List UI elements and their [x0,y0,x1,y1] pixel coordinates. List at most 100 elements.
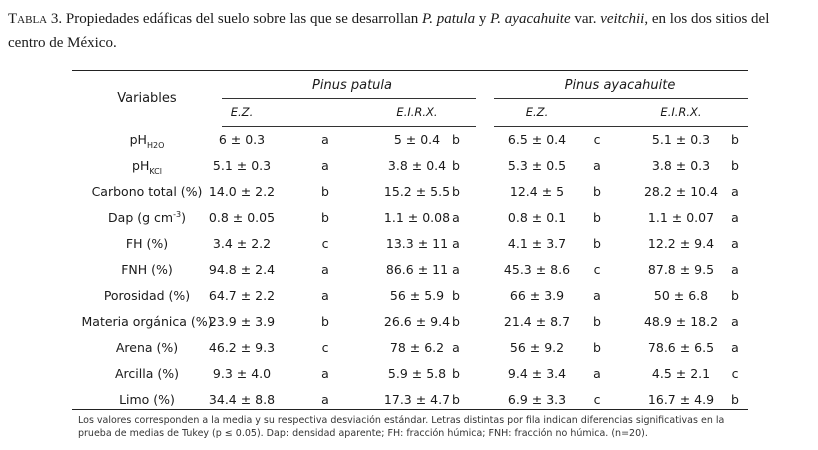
ayacahuite-ez-letter: b [593,340,601,355]
patula-ez-value: 9.3 ± 4.0 [212,366,272,381]
ayacahuite-eirx-value: 50 ± 6.8 [653,288,709,303]
ayacahuite-ez-value: 5.3 ± 0.5 [507,158,567,173]
patula-eirx-letter: b [452,392,460,407]
ayacahuite-eirx-letter: a [731,314,739,329]
ayacahuite-eirx-value: 4.5 ± 2.1 [651,366,711,381]
table-row: Dap (g cm-3) 0.8 ± 0.05 b 1.1 ± 0.08 a 0.8 ± … [72,205,748,231]
ayacahuite-eirx-value: 28.2 ± 10.4 [643,184,719,199]
variable-label: Limo (%) [119,392,175,407]
patula-ez-value: 3.4 ± 2.2 [212,236,272,251]
patula-ez-value: 94.8 ± 2.4 [208,262,276,277]
variable-label: Arcilla (%) [115,366,179,381]
ayacahuite-ez-value: 21.4 ± 8.7 [503,314,571,329]
variable-label: Porosidad (%) [103,288,191,303]
variable-subscript: KCl [149,167,162,176]
patula-ez-letter: c [321,340,329,355]
patula-ez-value: 5.1 ± 0.3 [212,158,272,173]
ayacahuite-ez-value: 6.5 ± 0.4 [507,132,567,147]
ayacahuite-eirx-value: 78.6 ± 6.5 [647,340,715,355]
table-row: pHH2O 6 ± 0.3 a 5 ± 0.4 b 6.5 ± 0.4 c 5.1 ± 0.3… [72,127,748,153]
patula-eirx-letter: a [452,340,460,355]
group-header-patula: Pinus patula [312,78,392,93]
variable-subscript: H2O [146,141,165,150]
variable-label: Carbono total (%) [91,184,203,199]
patula-eirx-value: 78 ± 6.2 [389,340,445,355]
patula-eirx-letter: b [452,366,460,381]
patula-ez-letter: a [321,392,329,407]
caption-text: , en los dos sitios del centro de México… [8,11,770,51]
group-rule-patula [222,98,476,99]
ayacahuite-ez-value: 6.9 ± 3.3 [507,392,567,407]
variable-name: pHH2O [72,127,222,155]
variable-name: FH (%) [72,231,222,257]
subheader-ayacahuite-ez: E.Z. [525,105,549,119]
subheader-patula-ez: E.Z. [230,105,254,119]
variable-label: Dap (g cm [108,210,174,225]
patula-eirx-value: 17.3 ± 4.7 [383,392,451,407]
ayacahuite-ez-letter: c [593,132,601,147]
variable-name: FNH (%) [72,257,222,283]
patula-ez-value: 34.4 ± 8.8 [208,392,276,407]
variable-name: Arcilla (%) [72,361,222,387]
subheader-rule-ayacahuite [494,126,748,127]
table-footnote: Los valores corresponden a la media y su… [78,415,725,439]
patula-ez-letter: a [321,366,329,381]
variable-name: Dap (g cm-3) [72,205,222,233]
table-row: Arena (%) 46.2 ± 9.3 c 78 ± 6.2 a 56 ± 9.2 b 78… [72,335,748,361]
ayacahuite-ez-letter: b [593,210,601,225]
patula-eirx-letter: a [452,262,460,277]
patula-eirx-letter: a [452,236,460,251]
patula-ez-value: 6 ± 0.3 [218,132,266,147]
variable-name: Carbono total (%) [72,179,222,205]
table-row: Carbono total (%) 14.0 ± 2.2 b 15.2 ± 5.5 b 1… [72,179,748,205]
ayacahuite-ez-letter: c [593,392,601,407]
variable-label: Materia orgánica (%) [81,314,213,329]
table-row: FNH (%) 94.8 ± 2.4 a 86.6 ± 11 a 45.3 ± 8.6 c 8… [72,257,748,283]
ayacahuite-ez-value: 56 ± 9.2 [509,340,565,355]
variables-header: Variables [117,91,177,106]
table-row: pHKCl 5.1 ± 0.3 a 3.8 ± 0.4 b 5.3 ± 0.5 a 3.8 ±… [72,153,748,179]
table-bottom-rule [72,409,748,410]
variable-name: Porosidad (%) [72,283,222,309]
patula-ez-value: 14.0 ± 2.2 [208,184,276,199]
patula-ez-letter: a [321,262,329,277]
table-row: FH (%) 3.4 ± 2.2 c 13.3 ± 11 a 4.1 ± 3.7 b 12.2… [72,231,748,257]
ayacahuite-ez-value: 45.3 ± 8.6 [503,262,571,277]
caption-species-patula: P. patula [422,11,476,27]
ayacahuite-eirx-letter: b [731,392,739,407]
variable-name: Materia orgánica (%) [72,309,222,335]
variable-label-suffix: ) [181,210,186,225]
patula-ez-value: 64.7 ± 2.2 [208,288,276,303]
ayacahuite-eirx-value: 87.8 ± 9.5 [647,262,715,277]
ayacahuite-ez-value: 0.8 ± 0.1 [507,210,567,225]
ayacahuite-eirx-letter: c [731,366,739,381]
ayacahuite-ez-value: 4.1 ± 3.7 [507,236,567,251]
patula-ez-letter: b [321,210,329,225]
variable-label: pH [129,132,147,147]
ayacahuite-ez-letter: b [593,184,601,199]
variable-superscript: -3 [173,210,182,219]
caption-text: var. [570,11,601,27]
caption-text: y [475,11,491,27]
patula-ez-letter: a [321,288,329,303]
ayacahuite-eirx-letter: a [731,340,739,355]
ayacahuite-eirx-letter: a [731,184,739,199]
table-body: pHH2O 6 ± 0.3 a 5 ± 0.4 b 6.5 ± 0.4 c 5.1 ± 0.3… [72,127,748,413]
ayacahuite-eirx-value: 12.2 ± 9.4 [647,236,715,251]
patula-eirx-value: 15.2 ± 5.5 [383,184,451,199]
ayacahuite-eirx-letter: a [731,262,739,277]
ayacahuite-eirx-letter: b [731,158,739,173]
patula-eirx-value: 56 ± 5.9 [389,288,445,303]
ayacahuite-ez-value: 9.4 ± 3.4 [507,366,567,381]
patula-eirx-letter: b [452,184,460,199]
table-row: Limo (%) 34.4 ± 8.8 a 17.3 ± 4.7 b 6.9 ± 3.3 c… [72,387,748,413]
patula-eirx-value: 26.6 ± 9.4 [383,314,451,329]
patula-ez-letter: a [321,132,329,147]
subheader-ayacahuite-eirx: E.I.R.X. [660,105,702,119]
ayacahuite-ez-letter: b [593,314,601,329]
patula-eirx-value: 86.6 ± 11 [385,262,449,277]
group-rule-ayacahuite [494,98,748,99]
variable-name: pHKCl [72,153,222,181]
ayacahuite-eirx-value: 16.7 ± 4.9 [647,392,715,407]
ayacahuite-eirx-value: 48.9 ± 18.2 [643,314,719,329]
